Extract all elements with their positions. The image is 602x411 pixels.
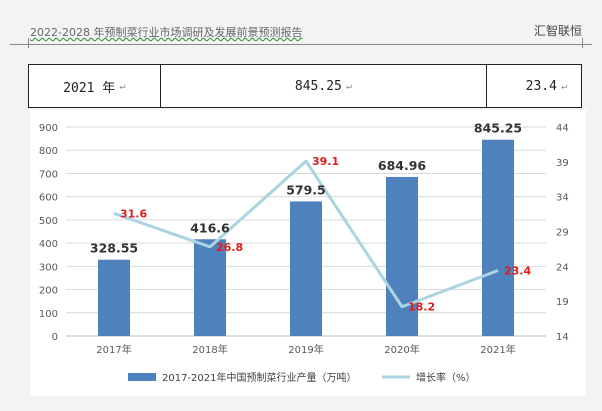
- bar-data-label: 328.55: [90, 241, 138, 256]
- bar: [386, 176, 418, 336]
- report-title-text: 2022-2028 年预制菜行业市场调研及发展前景预测报告: [30, 26, 303, 39]
- left-axis-tick-label: 700: [39, 169, 58, 180]
- right-axis-tick-label: 34: [556, 193, 569, 204]
- x-axis-tick-label: 2020年: [384, 343, 419, 356]
- left-axis-tick-label: 100: [39, 309, 58, 320]
- margin-corner-mark: [582, 38, 583, 48]
- left-axis-tick-label: 400: [39, 239, 58, 250]
- page-header: 2022-2028 年预制菜行业市场调研及发展前景预测报告 汇智联恒: [0, 0, 602, 60]
- x-axis-tick-label: 2019年: [288, 343, 323, 356]
- x-axis-tick-label: 2018年: [192, 343, 227, 356]
- bar-data-label: 579.5: [286, 182, 326, 197]
- x-axis-tick-label: 2021年: [480, 343, 515, 356]
- cell-end-mark: ↵: [560, 80, 567, 92]
- bar-data-label: 845.25: [474, 121, 522, 136]
- left-axis-tick-label: 600: [39, 193, 58, 204]
- left-axis-tick-label: 300: [39, 262, 58, 273]
- legend-swatch-bar: [128, 373, 156, 381]
- table-cell-growth: 23.4 ↵: [487, 65, 581, 107]
- bar-data-label: 416.6: [190, 220, 230, 235]
- right-axis-tick-label: 19: [556, 297, 569, 308]
- header-divider: [10, 44, 592, 45]
- line-data-label: 18.2: [408, 301, 435, 314]
- margin-corner-mark: [28, 38, 29, 48]
- table-cell-year: 2021 年 ↵: [29, 65, 161, 107]
- left-axis-tick-label: 900: [39, 123, 58, 134]
- left-axis-tick-label: 500: [39, 216, 58, 227]
- bar: [482, 139, 514, 336]
- left-axis-tick-label: 200: [39, 286, 58, 297]
- bar: [194, 239, 226, 336]
- right-axis-tick-label: 44: [556, 123, 569, 134]
- left-axis-tick-label: 0: [52, 332, 58, 343]
- growth-value: 23.4: [525, 78, 557, 94]
- output-value: 845.25: [294, 78, 342, 94]
- year-value: 2021 年: [63, 80, 116, 96]
- bar-data-label: 684.96: [378, 158, 427, 173]
- bar: [290, 201, 322, 336]
- bar: [98, 259, 130, 336]
- cell-end-mark: ↵: [345, 80, 352, 92]
- publisher-name: 汇智联恒: [533, 24, 582, 38]
- x-axis-tick-label: 2017年: [96, 343, 131, 356]
- left-axis-tick-label: 800: [39, 146, 58, 157]
- line-data-label: 39.1: [312, 155, 339, 168]
- line-data-label: 23.4: [504, 265, 531, 278]
- right-axis-tick-label: 14: [556, 332, 569, 343]
- table-cell-output: 845.25 ↵: [161, 65, 488, 107]
- legend-label-bar: 2017-2021年中国预制菜行业产量（万吨）: [162, 371, 357, 384]
- legend-label-line: 增长率（%）: [416, 371, 476, 384]
- growth-rate-line: [113, 159, 499, 309]
- right-axis-tick-label: 24: [556, 262, 569, 273]
- combo-chart: 0 100 200 300 400 500 600 700 800 900 14 19 24 29 34 39…: [39, 121, 569, 384]
- right-axis-tick-label: 39: [556, 158, 569, 169]
- right-axis-tick-label: 29: [556, 228, 569, 239]
- data-table-row: 2021 年 ↵ 845.25 ↵ 23.4 ↵: [28, 64, 582, 108]
- report-title: 2022-2028 年预制菜行业市场调研及发展前景预测报告: [30, 24, 302, 40]
- line-data-label: 31.6: [120, 207, 147, 220]
- chart-container: 0 100 200 300 400 500 600 700 800 900 14 19 24 29 34 39…: [30, 110, 586, 396]
- line-data-label: 26.8: [216, 241, 243, 254]
- cell-end-mark: ↵: [119, 80, 126, 92]
